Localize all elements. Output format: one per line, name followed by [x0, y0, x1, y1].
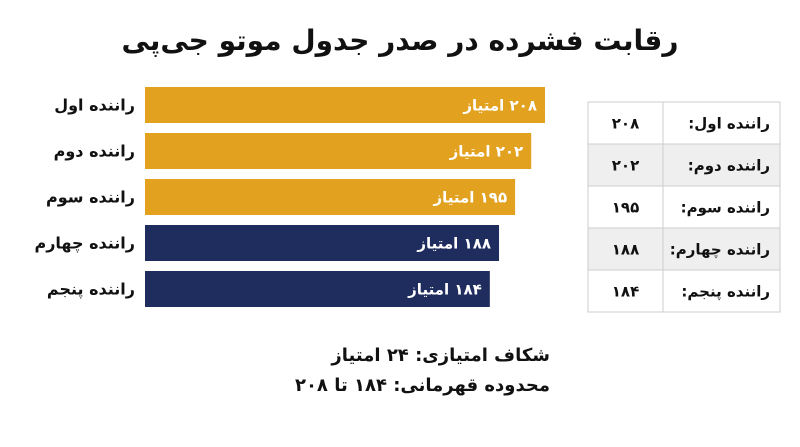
table-row [587, 269, 781, 313]
bar [145, 225, 500, 261]
note: محدوده قهرمانی: ۱۸۴ تا ۲۰۸ [295, 375, 550, 396]
category-label: راننده سوم [46, 188, 135, 207]
category-label: راننده چهارم [34, 234, 135, 254]
table-row [587, 101, 781, 145]
value-label: ۱۸۴ امتیاز [407, 281, 482, 299]
category-label: راننده پنجم [47, 280, 135, 300]
table-label: راننده اول: [688, 115, 770, 133]
bar [145, 271, 490, 307]
table-value: ۲۰۲ [612, 157, 639, 175]
table-value: ۱۹۵ [612, 199, 639, 217]
table-label: راننده پنجم: [681, 283, 770, 302]
value-label: ۲۰۲ امتیاز [449, 143, 524, 161]
category-label: راننده دوم [54, 142, 135, 161]
value-label: ۱۸۸ امتیاز [416, 235, 491, 253]
chart-title: رقابت فشرده در صدر جدول موتو جی‌پی [122, 24, 679, 57]
bar [145, 133, 532, 169]
value-label: ۱۹۵ امتیاز [432, 189, 507, 207]
value-label: ۲۰۸ امتیاز [462, 97, 537, 115]
table-label: راننده سوم: [681, 199, 770, 217]
category-label: راننده اول [54, 96, 135, 115]
table-value: ۲۰۸ [612, 115, 639, 133]
note: شکاف امتیازی: ۲۴ امتیاز [330, 345, 550, 366]
bar [145, 179, 516, 215]
table-value: ۱۸۸ [612, 241, 639, 259]
table-label: راننده دوم: [688, 157, 770, 175]
table-row [587, 227, 781, 271]
bar [145, 87, 545, 123]
table-label: راننده چهارم: [670, 241, 770, 260]
table-value: ۱۸۴ [612, 283, 639, 301]
table-row [587, 185, 781, 229]
